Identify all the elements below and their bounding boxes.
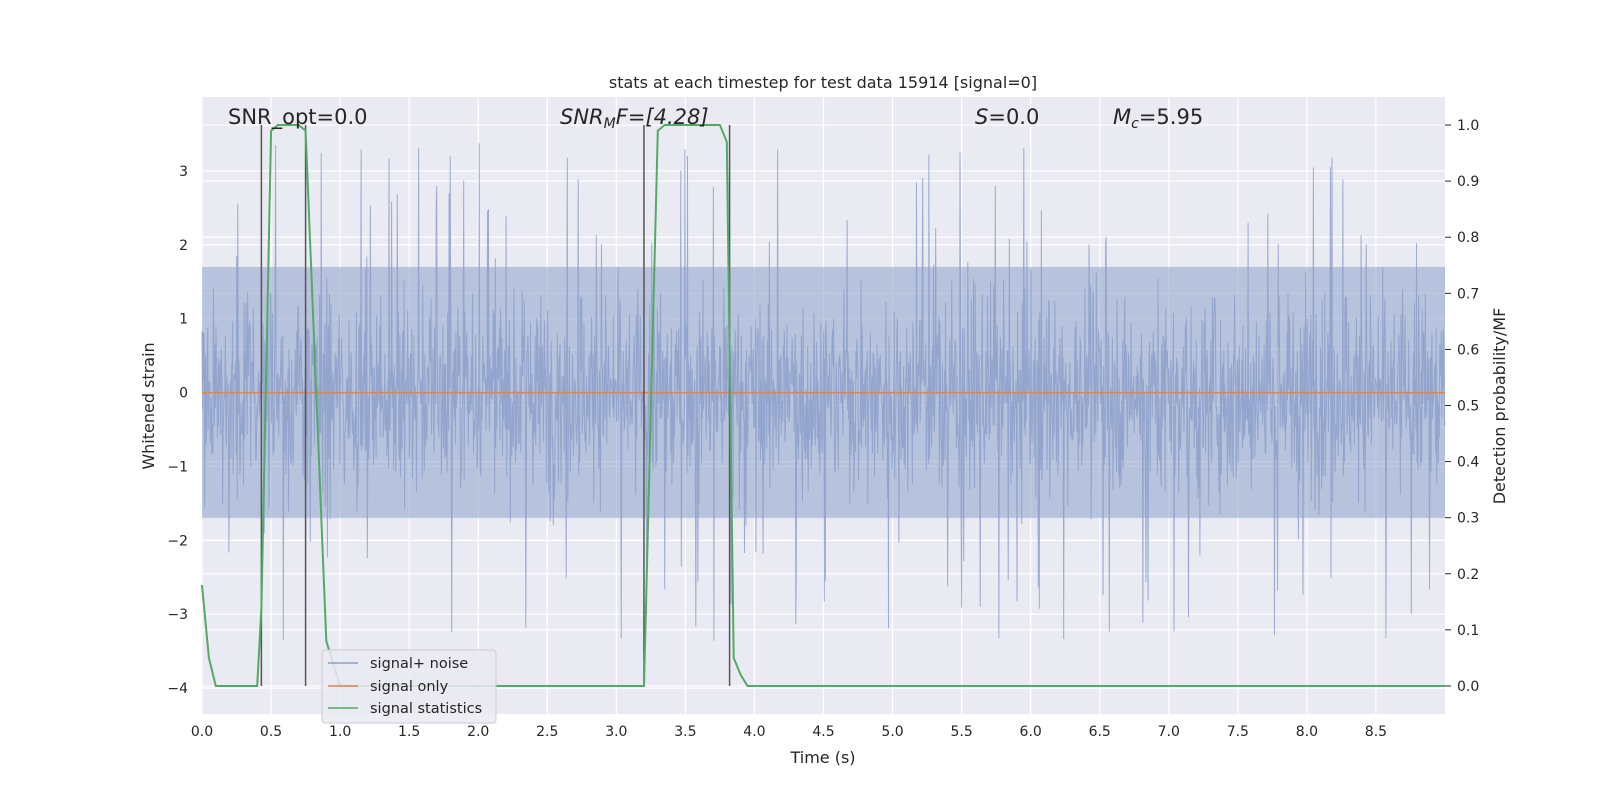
x-tick-label: 2.5 [536,724,558,740]
x-tick-label: 6.0 [1020,724,1042,740]
y-tick-label: 2 [179,238,188,254]
y-tick-label: 0 [179,386,188,402]
x-tick-label: 5.5 [950,724,972,740]
legend-label-noise: signal+ noise [370,656,468,672]
x-tick-label: 8.0 [1296,724,1318,740]
annotation-mc: Mc=5.95 [1113,105,1203,132]
y-axis-title: Whitened strain [139,342,158,469]
x-axis-title: Time (s) [789,748,855,767]
y2-tick-label: 0.5 [1457,399,1479,415]
y-axis-ticks: 3 2 1 0 −1 −2 −3 −4 [167,164,188,697]
y2-tick-label: 0.6 [1457,342,1479,358]
signal-statistics-series [201,124,1445,687]
stats-line [201,124,1445,687]
y-tick-label: −3 [167,607,188,623]
y2-tick-label: 0.0 [1457,679,1479,695]
legend: signal+ noise signal only signal statist… [321,649,497,724]
y2-tick-label: 0.3 [1457,511,1479,527]
x-tick-label: 0.0 [191,724,213,740]
y2-tick-label: 0.8 [1457,230,1479,246]
x-tick-label: 3.5 [674,724,696,740]
legend-box [321,649,497,724]
x-tick-label: 4.5 [812,724,834,740]
y-tick-label: −4 [167,681,188,697]
annotation-snr-mf: SNRMF=[4.28] [560,105,709,132]
y-tick-label: −2 [167,533,188,549]
y2-tick-label: 0.4 [1457,455,1479,471]
y2-axis-ticks: 1.0 0.9 0.8 0.7 0.6 0.5 0.4 0.3 0.2 0.1 0.0 [1445,118,1479,695]
x-tick-label: 0.5 [260,724,282,740]
x-tick-label: 4.0 [743,724,765,740]
x-tick-label: 8.5 [1365,724,1387,740]
y2-tick-label: 0.9 [1457,174,1479,190]
x-tick-label: 2.0 [467,724,489,740]
x-tick-label: 7.0 [1158,724,1180,740]
x-tick-label: 1.0 [329,724,351,740]
x-tick-label: 6.5 [1089,724,1111,740]
x-tick-label: 1.5 [398,724,420,740]
annotation-snr-opt: SNR_opt=0.0 [228,105,368,130]
y-tick-label: 3 [179,164,188,180]
y2-tick-label: 0.2 [1457,567,1479,583]
x-tick-label: 5.0 [881,724,903,740]
chart-title: stats at each timestep for test data 159… [609,73,1037,92]
y2-tick-label: 0.1 [1457,623,1479,639]
x-tick-label: 7.5 [1227,724,1249,740]
y-tick-label: −1 [167,459,188,475]
y2-axis-title: Detection probability/MF [1490,308,1509,505]
x-axis-ticks: 0.0 0.5 1.0 1.5 2.0 2.5 3.0 3.5 4.0 4.5 5.0 5.5 6.0 6… [191,724,1387,740]
legend-label-stats: signal statistics [370,701,482,717]
annotation-s: S=0.0 [975,105,1039,129]
y2-tick-label: 1.0 [1457,118,1479,134]
y2-tick-label: 0.7 [1457,286,1479,302]
legend-label-signal: signal only [370,679,449,695]
y-tick-label: 1 [179,312,188,328]
x-tick-label: 3.0 [605,724,627,740]
